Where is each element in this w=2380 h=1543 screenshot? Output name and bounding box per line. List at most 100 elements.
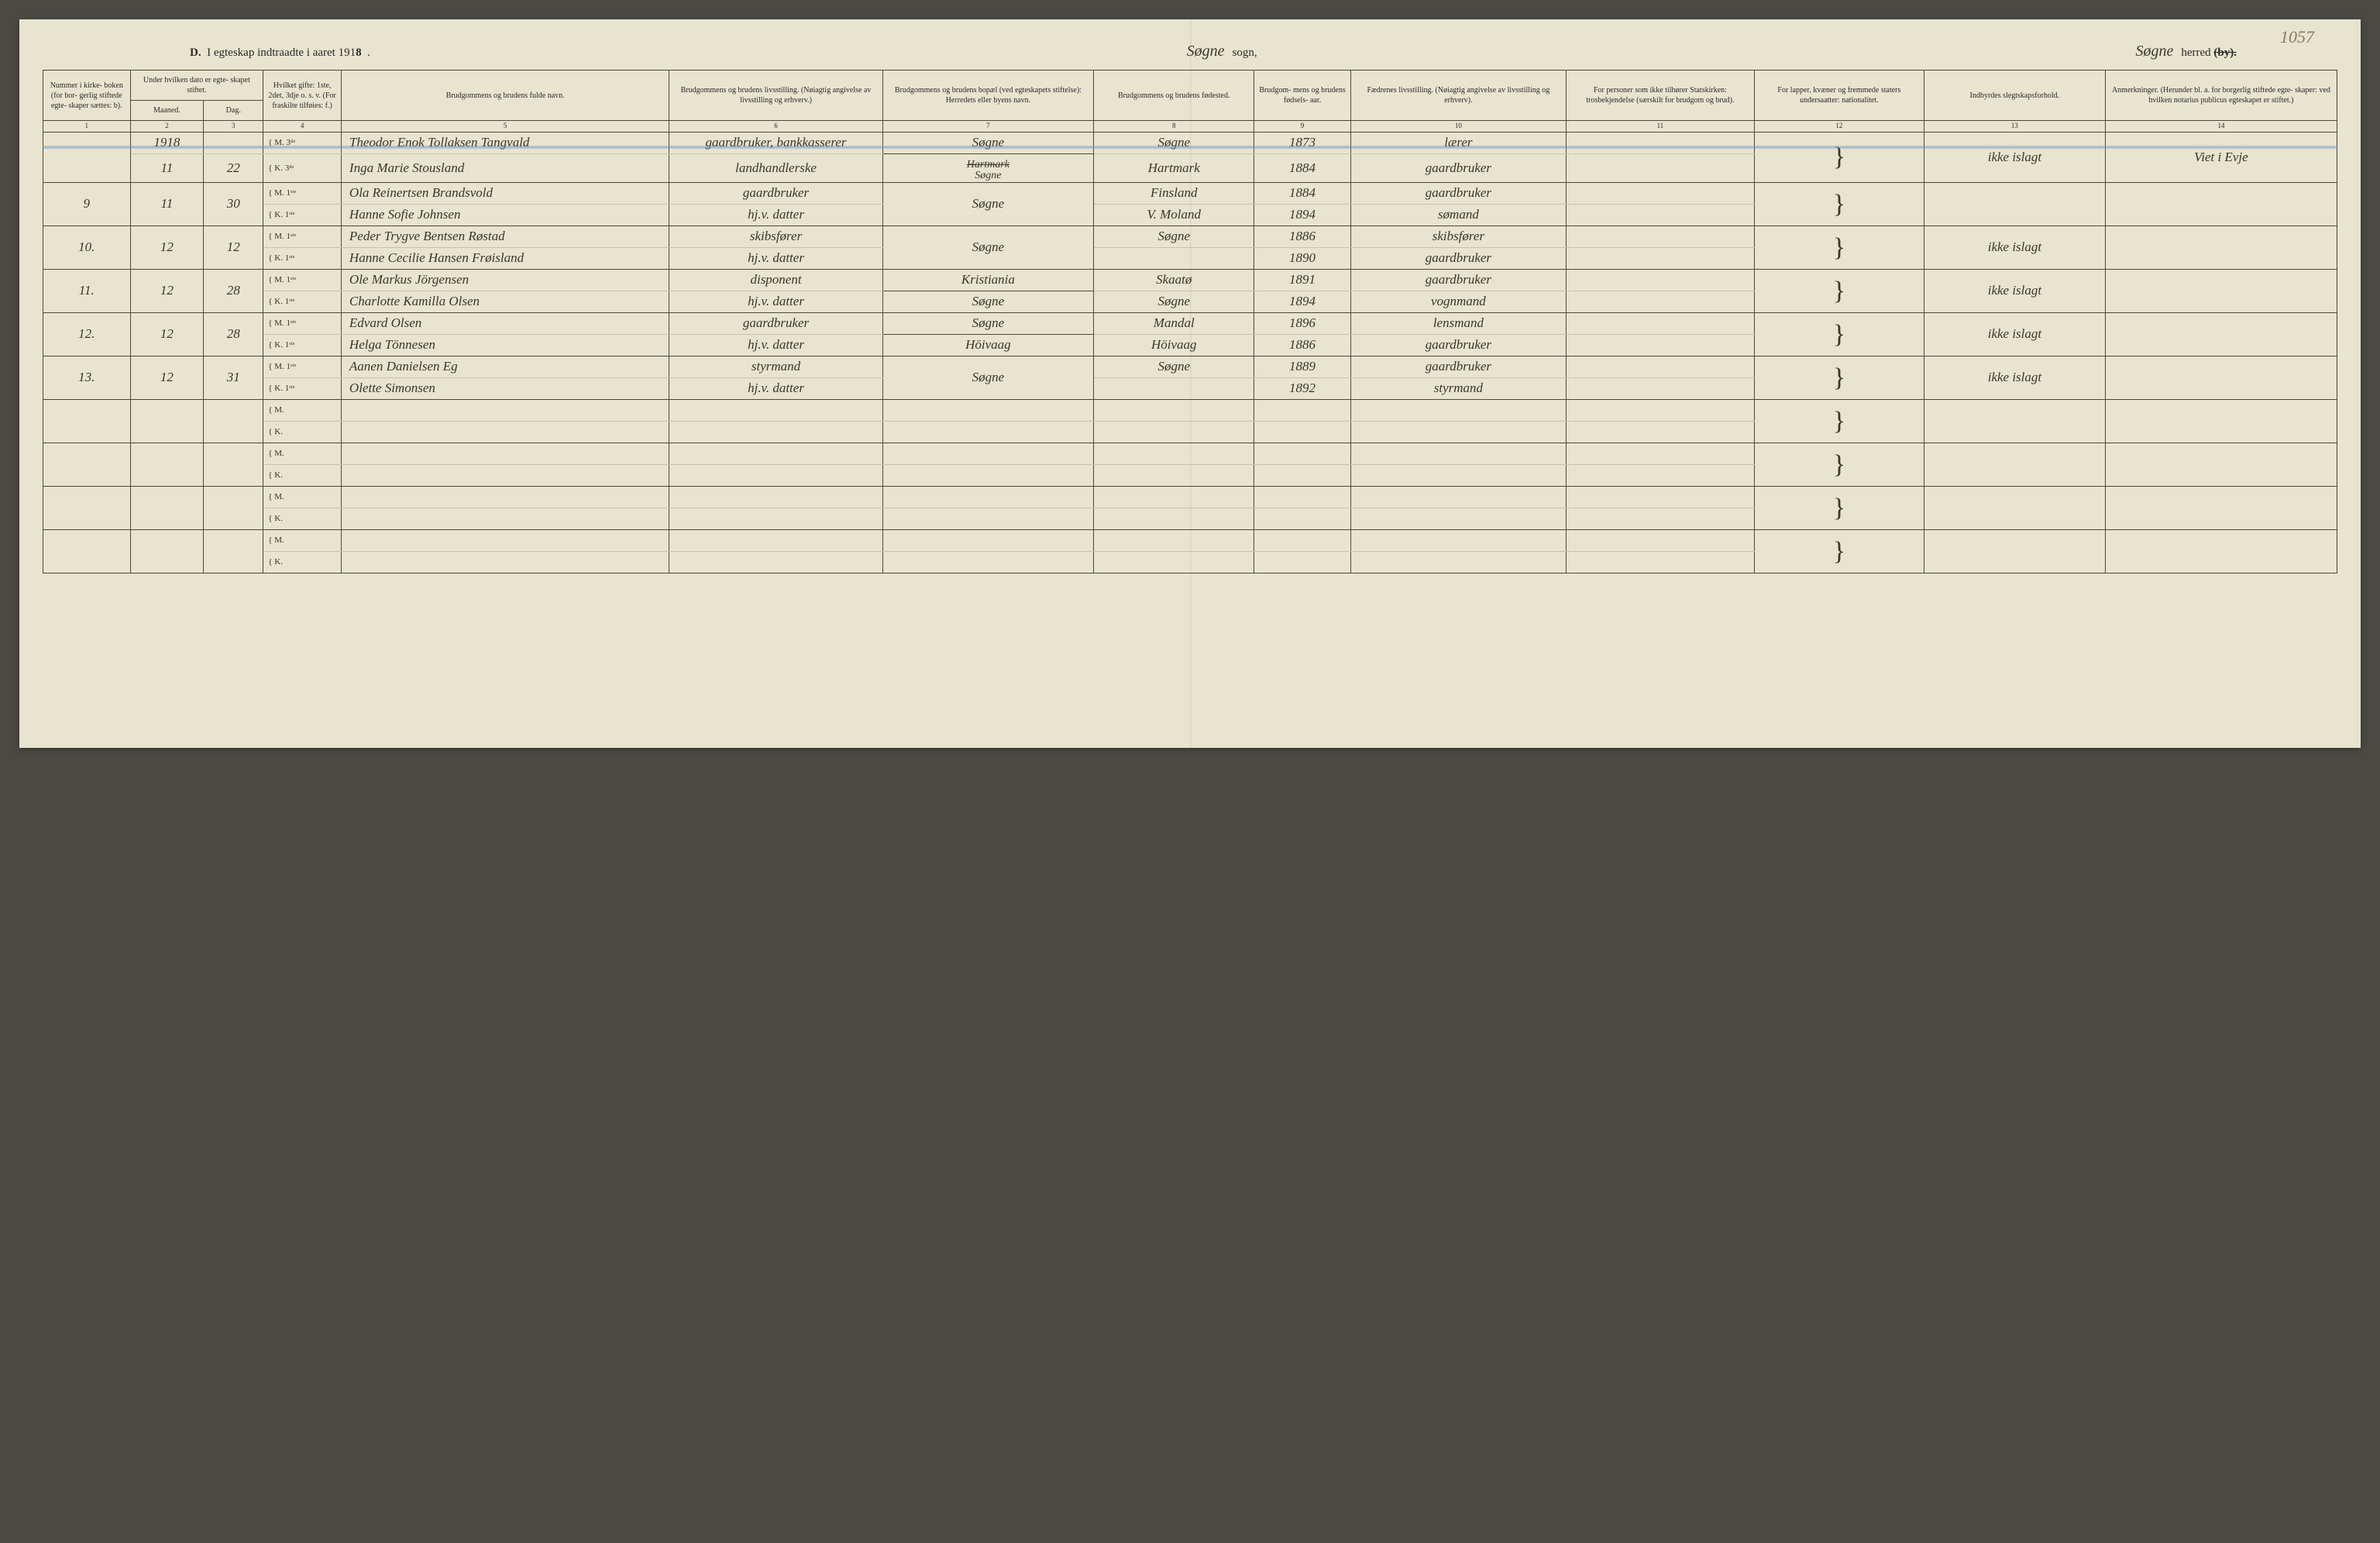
cell-c11	[1567, 247, 1755, 269]
cell-empty	[882, 529, 1093, 551]
cell-slegt	[1924, 529, 2105, 573]
cell-c11	[1567, 153, 1755, 182]
cell-stilling: hj.v. datter	[669, 291, 882, 312]
cell-empty	[1254, 551, 1350, 573]
colnum-6: 6	[669, 121, 882, 133]
cell-year: 1918	[130, 132, 204, 153]
cell-mk-k: { K.	[263, 421, 342, 443]
cell-name: Helga Tönnesen	[341, 334, 669, 356]
cell-mk-k: { K. 1ˢᵗᵉ	[263, 334, 342, 356]
cell-bopel: Søgne	[882, 291, 1093, 312]
ledger-page: 1057 D. I egteskap indtraadte i aaret 19…	[19, 19, 2361, 748]
cell-c11	[1567, 226, 1755, 247]
cell-slegt: ikke islagt	[1924, 356, 2105, 399]
cell-name: Hanne Sofie Johnsen	[341, 204, 669, 226]
cell-faedre: gaardbruker	[1350, 153, 1566, 182]
cell-c11	[1567, 377, 1755, 399]
cell-no	[43, 443, 131, 486]
colnum-8: 8	[1094, 121, 1254, 133]
cell-empty	[1567, 464, 1755, 486]
cell-empty	[1094, 529, 1254, 551]
cell-empty	[341, 399, 669, 421]
cell-empty	[1094, 508, 1254, 529]
cell-empty	[669, 486, 882, 508]
handwritten-page-number: 1057	[2280, 27, 2314, 47]
cell-empty	[1094, 551, 1254, 573]
cell-no	[43, 486, 131, 529]
cell-slegt: ikke islagt	[1924, 132, 2105, 182]
cell-no: 11.	[43, 269, 131, 312]
cell-brace: }	[1754, 443, 1924, 486]
cell-dag: 22	[204, 153, 263, 182]
cell-aar: 1886	[1254, 226, 1350, 247]
col-header-12: For lapper, kvæner og fremmede staters u…	[1754, 71, 1924, 121]
cell-empty	[1350, 508, 1566, 529]
cell-empty	[669, 508, 882, 529]
cell-empty	[1254, 421, 1350, 443]
cell-fsted: Hartmark	[1094, 153, 1254, 182]
col-header-date: Under hvilken dato er egte- skapet stift…	[130, 71, 263, 101]
cell-maaned: 11	[130, 153, 204, 182]
cell-brace: }	[1754, 269, 1924, 312]
cell-aar: 1886	[1254, 334, 1350, 356]
col-header-11: For personer som ikke tilhører Statskirk…	[1567, 71, 1755, 121]
cell-slegt	[1924, 399, 2105, 443]
cell-aar: 1884	[1254, 182, 1350, 204]
cell-stilling: hj.v. datter	[669, 334, 882, 356]
cell-no: 9	[43, 182, 131, 226]
cell-empty	[882, 486, 1093, 508]
cell-dag: 28	[204, 312, 263, 356]
colnum-5: 5	[341, 121, 669, 133]
cell-mk-k: { K. 1ˢᵗᵉ	[263, 247, 342, 269]
colnum-4: 4	[263, 121, 342, 133]
col-header-6: Brudgommens og brudens livsstilling. (Nø…	[669, 71, 882, 121]
cell-empty	[1350, 464, 1566, 486]
cell-aar: 1889	[1254, 356, 1350, 377]
form-title: D. I egteskap indtraadte i aaret 1918 .	[190, 46, 370, 60]
cell-c11	[1567, 132, 1755, 153]
cell-slegt: ikke islagt	[1924, 269, 2105, 312]
cell-empty	[1254, 508, 1350, 529]
cell-empty	[341, 486, 669, 508]
cell-empty	[341, 551, 669, 573]
cell-empty	[1567, 508, 1755, 529]
cell-maaned: 12	[130, 226, 204, 269]
colnum-7: 7	[882, 121, 1093, 133]
cell-fsted: Søgne	[1094, 356, 1254, 377]
cell-brace: }	[1754, 312, 1924, 356]
cell-stilling: hj.v. datter	[669, 247, 882, 269]
cell-mk-k: { K. 1ˢᵗᵉ	[263, 204, 342, 226]
col-header-8: Brudgommens og brudens fødested.	[1094, 71, 1254, 121]
cell-bopel: Søgne	[882, 356, 1093, 399]
cell-anm	[2105, 226, 2337, 269]
cell-fsted: V. Moland	[1094, 204, 1254, 226]
cell-stilling: skibsfører	[669, 226, 882, 247]
cell-name: Hanne Cecilie Hansen Frøisland	[341, 247, 669, 269]
cell-fsted: Finsland	[1094, 182, 1254, 204]
cell-no	[43, 399, 131, 443]
cell-name: Edvard Olsen	[341, 312, 669, 334]
cell-anm	[2105, 399, 2337, 443]
cell-anm	[2105, 356, 2337, 399]
cell-mk-m: { M.	[263, 443, 342, 464]
cell-aar: 1892	[1254, 377, 1350, 399]
cell-bopel: Søgne	[882, 182, 1093, 226]
cell-c11	[1567, 182, 1755, 204]
cell-brace: }	[1754, 399, 1924, 443]
cell-mk-m: { M. 1ˢᵗᵉ	[263, 182, 342, 204]
herred-label: herred (by).	[2181, 46, 2237, 60]
cell-maaned: 12	[130, 269, 204, 312]
page-fold	[1190, 19, 1192, 748]
cell-bopel: Kristiania	[882, 269, 1093, 291]
col-header-14: Anmerkninger. (Herunder bl. a. for borge…	[2105, 71, 2337, 121]
cell-empty	[1567, 421, 1755, 443]
col-header-3: Dag.	[204, 101, 263, 121]
cell-empty	[882, 551, 1093, 573]
cell-empty	[1350, 551, 1566, 573]
cell-fsted: Søgne	[1094, 291, 1254, 312]
cell-fsted: Skaatø	[1094, 269, 1254, 291]
cell-mk-k: { K.	[263, 464, 342, 486]
cell-dag: 12	[204, 226, 263, 269]
cell-stilling: gaardbruker	[669, 312, 882, 334]
cell-no	[43, 529, 131, 573]
